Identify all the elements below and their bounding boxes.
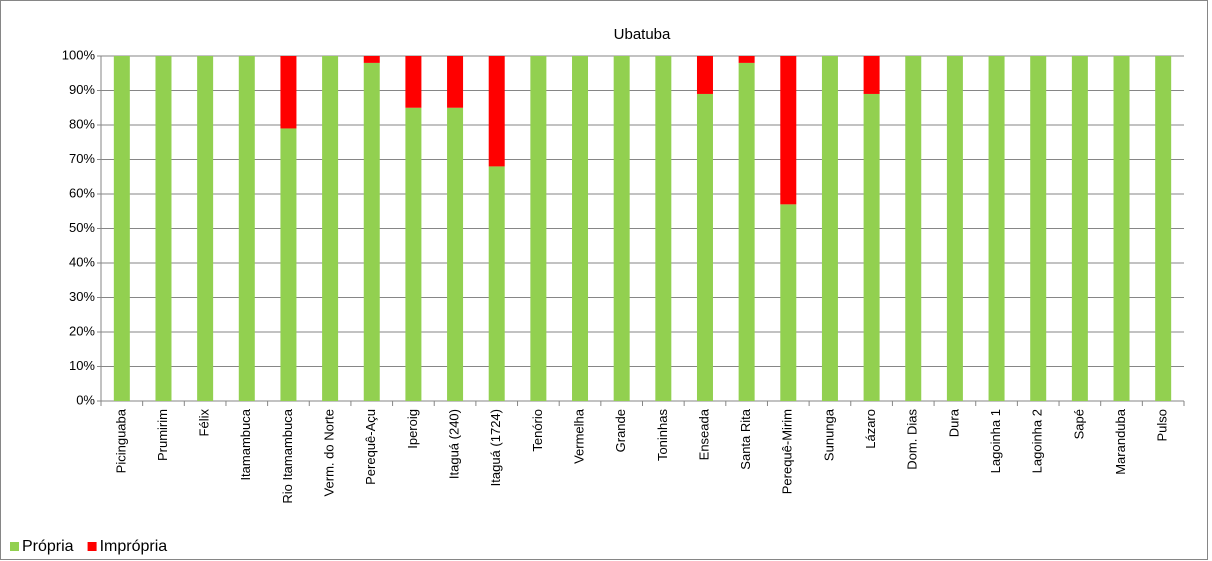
- bar-segment: [738, 62, 755, 402]
- x-tick-label: Santa Rita: [738, 408, 753, 469]
- bar-segment: [155, 56, 172, 401]
- y-tick-label: 10%: [69, 358, 95, 373]
- x-tick-label: Dom. Dias: [905, 409, 920, 470]
- x-tick-label: Itamambuca: [238, 408, 253, 480]
- x-tick-label: Verm. do Norte: [322, 409, 337, 496]
- legend-swatch: [87, 542, 97, 551]
- bar-segment: [572, 56, 589, 401]
- bar-segment: [1113, 56, 1130, 401]
- bar-segment: [280, 56, 297, 129]
- x-tick-label: Itaguá (240): [446, 409, 461, 479]
- legend-label: Imprópria: [100, 538, 168, 555]
- x-tick-label: Toninhas: [655, 409, 670, 462]
- x-tick-label: Iperoig: [405, 409, 420, 449]
- bar-segment: [488, 56, 505, 167]
- y-tick-label: 0%: [76, 392, 95, 407]
- bar-segment: [113, 56, 130, 401]
- x-tick-label: Grande: [613, 409, 628, 452]
- bar-segment: [1030, 56, 1047, 401]
- y-tick-label: 80%: [69, 116, 95, 131]
- bar-segment: [613, 56, 630, 401]
- bar-segment: [363, 56, 380, 63]
- x-tick-label: Lázaro: [863, 409, 878, 449]
- x-tick-label: Prumirim: [155, 409, 170, 461]
- x-tick-label: Perequê-Mirim: [780, 409, 795, 494]
- bar-segment: [447, 56, 464, 108]
- x-tick-label: Pulso: [1155, 409, 1170, 442]
- bar-segment: [405, 56, 422, 108]
- bar-segment: [696, 56, 713, 94]
- x-tick-label: Picinguaba: [113, 408, 128, 473]
- bar-segment: [280, 128, 297, 401]
- x-tick-label: Lagoinha 2: [1030, 409, 1045, 473]
- x-tick-label: Rio Itamambuca: [280, 408, 295, 503]
- bar-segment: [447, 107, 464, 401]
- y-tick-label: 100%: [62, 47, 96, 62]
- bar-segment: [738, 56, 755, 63]
- y-tick-label: 70%: [69, 151, 95, 166]
- bar-segment: [405, 107, 422, 401]
- bar-segment: [821, 56, 838, 401]
- bar-segment: [197, 56, 214, 401]
- x-tick-label: Sapé: [1071, 409, 1086, 439]
- x-tick-label: Maranduba: [1113, 408, 1128, 475]
- x-tick-label: Lagoinha 1: [988, 409, 1003, 473]
- x-tick-label: Félix: [197, 409, 212, 437]
- y-tick-label: 20%: [69, 323, 95, 338]
- y-tick-label: 90%: [69, 82, 95, 97]
- bar-segment: [530, 56, 547, 401]
- x-tick-label: Tenório: [530, 409, 545, 452]
- y-tick-label: 40%: [69, 254, 95, 269]
- y-tick-label: 50%: [69, 220, 95, 235]
- bar-segment: [988, 56, 1005, 401]
- x-tick-label: Itaguá (1724): [488, 409, 503, 486]
- bar-segment: [696, 93, 713, 401]
- bar-segment: [238, 56, 255, 401]
- bar-segment: [1071, 56, 1088, 401]
- bar-segment: [780, 204, 797, 401]
- chart-title: Ubatuba: [614, 26, 671, 43]
- x-tick-label: Sununga: [821, 408, 836, 461]
- bar-segment: [905, 56, 922, 401]
- bar-segment: [780, 56, 797, 205]
- x-tick-label: Dura: [946, 408, 961, 437]
- bar-segment: [655, 56, 672, 401]
- x-tick-label: Enseada: [696, 408, 711, 460]
- legend-label: Própria: [22, 538, 74, 555]
- y-tick-label: 60%: [69, 185, 95, 200]
- bar-segment: [363, 62, 380, 402]
- bar-segment: [1155, 56, 1172, 401]
- bar-segment: [488, 166, 505, 401]
- bar-segment: [946, 56, 963, 401]
- x-tick-label: Perequê-Açu: [363, 409, 378, 485]
- bar-segment: [322, 56, 339, 401]
- bar-segment: [863, 93, 880, 401]
- bar-segment: [863, 56, 880, 94]
- legend-swatch: [10, 542, 19, 551]
- x-tick-label: Vermelha: [571, 408, 586, 464]
- y-tick-label: 30%: [69, 289, 95, 304]
